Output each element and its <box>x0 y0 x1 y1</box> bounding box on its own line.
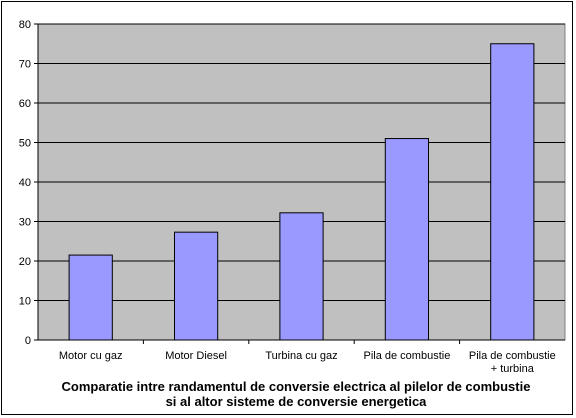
y-tick-label: 50 <box>19 138 31 150</box>
y-tick-label: 40 <box>19 177 31 189</box>
bar <box>384 138 430 341</box>
bar <box>279 212 324 341</box>
y-tick-labels: 0 10 20 30 40 50 60 70 80 <box>19 19 31 347</box>
x-category-label: Motor cu gaz <box>59 350 123 362</box>
y-tick-label: 70 <box>19 59 31 71</box>
x-category-label: Pila de combustie <box>469 350 556 362</box>
y-tick-label: 80 <box>19 19 31 31</box>
bar <box>490 43 535 341</box>
bar <box>173 231 219 341</box>
axes <box>34 23 565 344</box>
x-category-labels: Motor cu gaz Motor Diesel Turbina cu gaz Pi… <box>59 350 556 375</box>
y-tick-label: 10 <box>19 296 31 308</box>
chart-title: Comparatie intre randamentul de conversi… <box>62 379 531 409</box>
x-category-label: Motor Diesel <box>165 350 227 362</box>
y-tick-label: 60 <box>19 98 31 110</box>
y-tick-label: 20 <box>19 256 31 268</box>
chart-title-line-1: Comparatie intre randamentul de conversi… <box>62 379 531 394</box>
y-tick-label: 30 <box>19 217 31 229</box>
x-category-label: + turbina <box>491 363 535 375</box>
bar <box>68 254 113 341</box>
x-category-label: Pila de combustie <box>363 350 450 362</box>
chart-title-line-2: si al altor sisteme de conversie energet… <box>166 394 428 409</box>
x-category-label: Turbina cu gaz <box>265 350 337 362</box>
bars <box>68 43 535 341</box>
y-tick-label: 0 <box>25 335 31 347</box>
